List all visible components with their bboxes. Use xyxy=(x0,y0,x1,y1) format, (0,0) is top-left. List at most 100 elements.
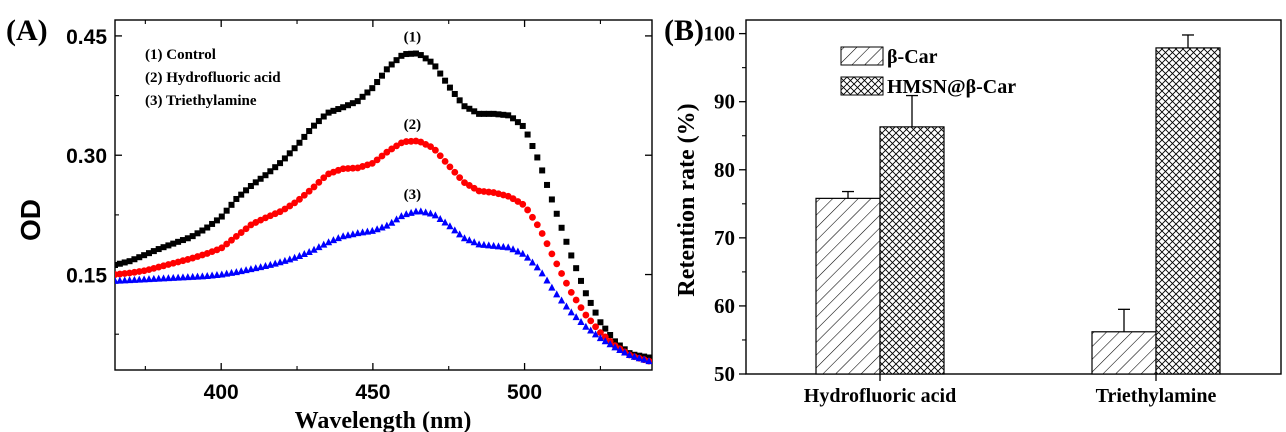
data-point xyxy=(193,272,202,280)
data-point xyxy=(150,274,158,282)
data-point xyxy=(402,138,410,145)
data-point xyxy=(296,139,303,146)
data-point xyxy=(504,243,512,251)
data-point xyxy=(164,274,172,282)
data-point xyxy=(300,249,308,257)
y-tick-label-b: 70 xyxy=(714,226,735,250)
data-point xyxy=(432,63,439,70)
data-point xyxy=(465,236,473,244)
data-point xyxy=(446,84,453,91)
data-point xyxy=(339,165,347,173)
data-point xyxy=(437,70,444,77)
data-point xyxy=(325,109,332,116)
data-point xyxy=(456,230,464,238)
data-point xyxy=(475,240,483,248)
data-point xyxy=(592,323,599,331)
data-point xyxy=(179,237,186,244)
panel-b: (B) 50 60 70 80 90 100 Hydrofluoric acid Trieth… xyxy=(664,14,1282,407)
data-point xyxy=(539,167,546,174)
data-point xyxy=(213,217,220,224)
data-point xyxy=(480,240,488,248)
data-point xyxy=(368,159,376,167)
data-point xyxy=(573,265,580,272)
y-tick-label-b: 50 xyxy=(714,362,735,386)
data-point xyxy=(305,187,313,195)
data-point xyxy=(392,215,401,223)
x-tick-label-a: 500 xyxy=(507,381,542,404)
data-point xyxy=(354,98,361,105)
data-point xyxy=(577,304,585,312)
series-a-2 xyxy=(115,137,652,365)
y-tick-label-b: 60 xyxy=(714,294,735,318)
data-point xyxy=(495,111,502,118)
x-tick-label-a: 450 xyxy=(355,381,390,404)
data-point xyxy=(427,143,434,151)
bar-hmsn-beta-car xyxy=(1155,47,1221,375)
data-point xyxy=(456,97,463,104)
data-point xyxy=(373,156,381,164)
data-point xyxy=(145,275,153,283)
data-point xyxy=(529,143,536,149)
curve-label-3: (3) xyxy=(404,187,422,203)
legend-b-swatch-1 xyxy=(840,46,884,66)
legend-b-item-1: β-Car xyxy=(887,46,938,68)
data-point xyxy=(431,211,439,219)
data-point xyxy=(461,103,468,110)
data-point xyxy=(310,245,318,253)
data-point xyxy=(510,115,517,122)
data-point xyxy=(568,252,575,259)
y-tick-label-a: 0.45 xyxy=(66,26,107,49)
data-point xyxy=(310,183,318,191)
data-point xyxy=(159,274,168,282)
data-point xyxy=(509,245,517,253)
data-point xyxy=(223,207,230,214)
data-point xyxy=(451,90,458,97)
data-point xyxy=(602,325,609,332)
data-point xyxy=(329,236,338,244)
data-point xyxy=(126,258,133,265)
data-point xyxy=(130,275,139,283)
data-point xyxy=(296,195,303,203)
data-point xyxy=(281,205,289,213)
data-point xyxy=(383,66,390,73)
data-point xyxy=(160,244,167,251)
data-point xyxy=(383,148,391,156)
data-point xyxy=(485,241,493,249)
data-point xyxy=(155,246,162,253)
data-point xyxy=(131,256,138,263)
panel-a-plot-area xyxy=(115,50,652,365)
data-point xyxy=(349,164,357,172)
data-point xyxy=(306,128,313,135)
data-point xyxy=(553,290,561,298)
data-point xyxy=(324,238,333,246)
data-point xyxy=(247,182,254,189)
data-point xyxy=(213,270,221,278)
data-point xyxy=(446,163,454,171)
data-point xyxy=(528,258,537,266)
data-point xyxy=(436,152,444,160)
data-point xyxy=(218,213,225,220)
data-point xyxy=(630,352,639,360)
data-point xyxy=(218,244,226,252)
data-point xyxy=(359,93,366,100)
data-point xyxy=(125,276,134,284)
data-point xyxy=(262,172,269,179)
data-point xyxy=(616,345,624,353)
data-point xyxy=(635,354,643,362)
bar-beta-car xyxy=(1091,331,1157,375)
data-point xyxy=(480,110,487,117)
y-tick-label-a: 0.15 xyxy=(66,265,107,288)
data-point xyxy=(451,226,459,234)
data-point xyxy=(291,145,298,152)
data-point xyxy=(533,263,541,271)
data-point xyxy=(184,235,191,242)
data-point xyxy=(442,77,449,84)
legend-a-item-1: (1) Control xyxy=(145,47,216,63)
x-tick-label-b: Hydrofluoric acid xyxy=(804,385,956,407)
data-point xyxy=(567,288,575,296)
legend-b-swatch-2 xyxy=(840,76,884,96)
data-point xyxy=(388,145,396,153)
data-point xyxy=(373,225,381,233)
data-point xyxy=(592,309,599,316)
data-point xyxy=(519,200,527,208)
